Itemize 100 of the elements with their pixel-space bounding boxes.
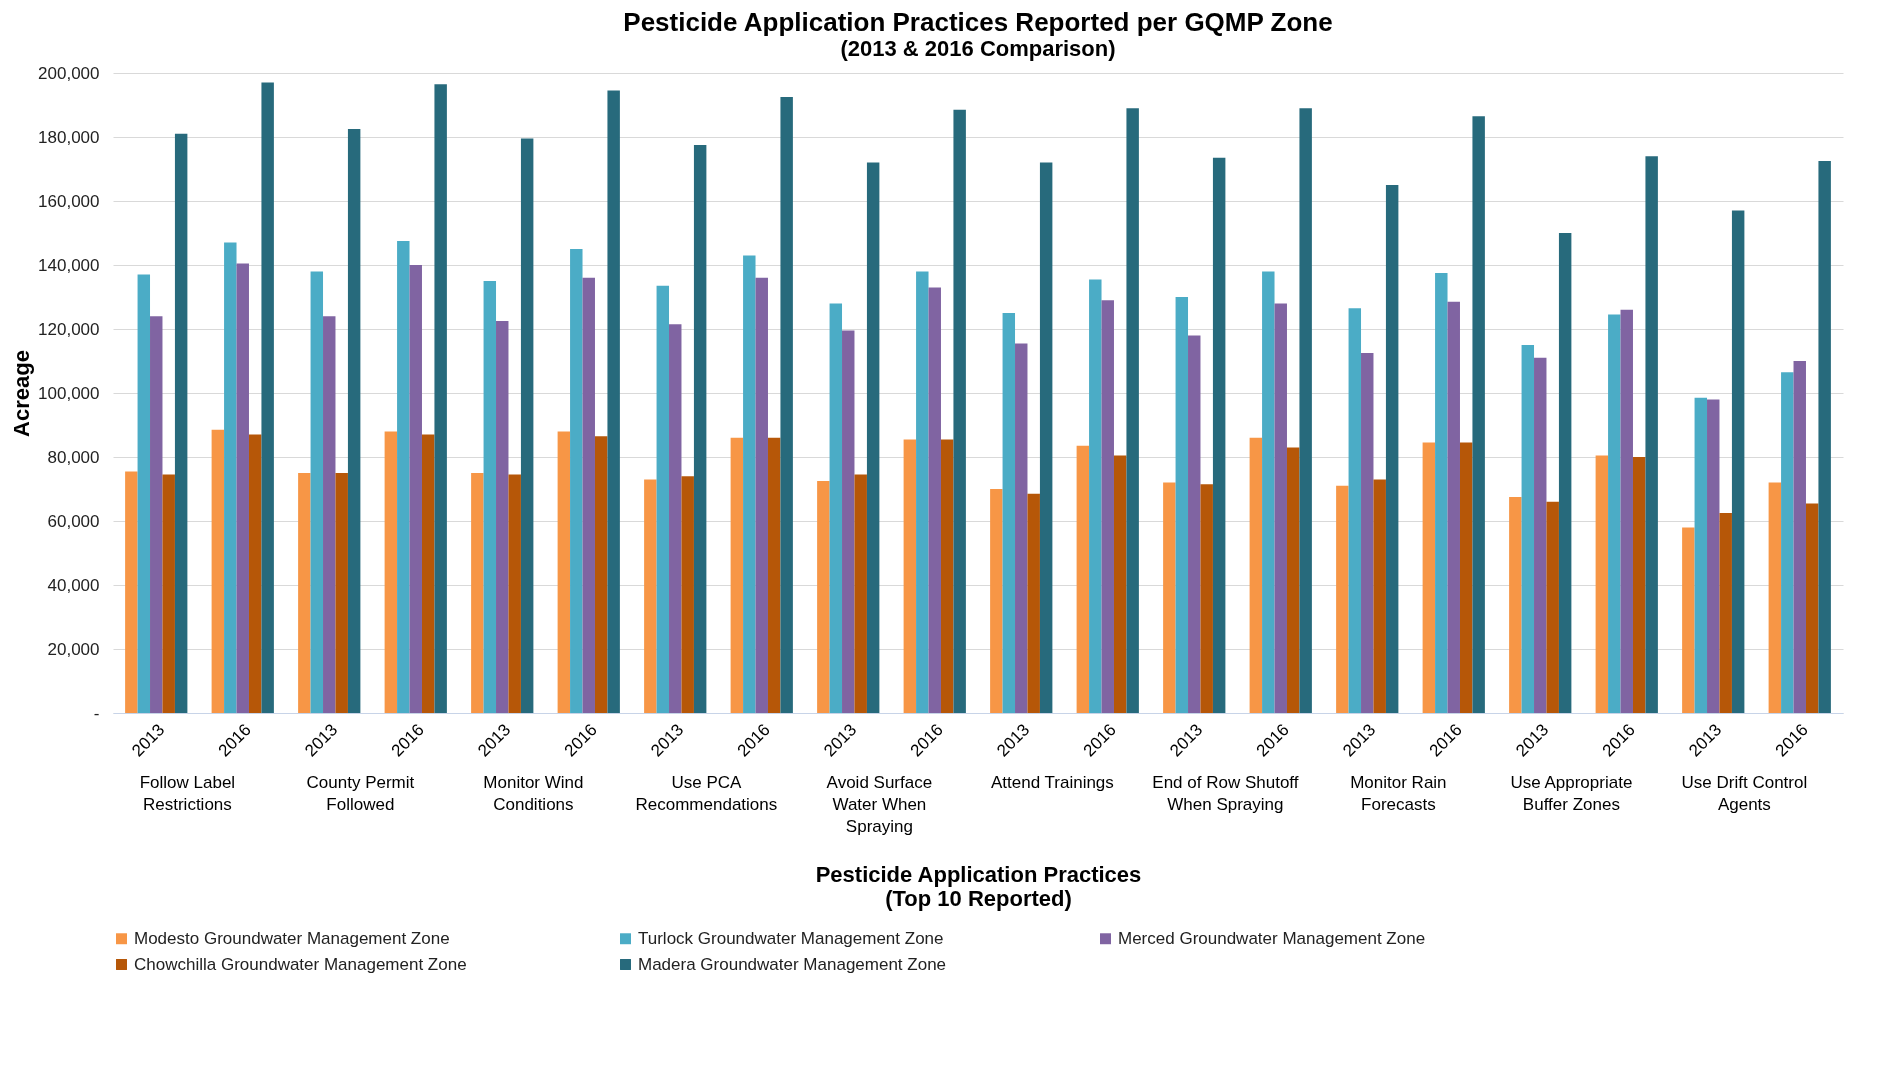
bar (1447, 301, 1460, 713)
bar (1534, 357, 1547, 713)
bar (1793, 361, 1806, 713)
bar (483, 281, 497, 713)
bar (1249, 437, 1263, 713)
bar (1188, 335, 1201, 713)
bar (409, 265, 422, 713)
y-tick-label: 120,000 (38, 319, 100, 339)
bar (928, 287, 941, 713)
bar (150, 316, 163, 713)
bar (656, 285, 670, 713)
bar (1422, 442, 1436, 713)
bar (594, 436, 608, 713)
bar (1608, 314, 1621, 713)
bar (1472, 116, 1485, 713)
bar (384, 431, 398, 713)
bar (1731, 210, 1745, 713)
y-axis-title: Acreage (9, 350, 35, 437)
bar (162, 474, 175, 713)
bar (1274, 303, 1287, 713)
bar (1768, 482, 1782, 713)
bar (1361, 353, 1374, 713)
bar (335, 473, 348, 713)
bar (1373, 479, 1386, 713)
bar (248, 434, 262, 713)
bar (1645, 156, 1658, 713)
bar (1509, 497, 1522, 713)
bar (1336, 485, 1349, 713)
y-tick-label: 100,000 (38, 383, 100, 403)
bar (743, 255, 756, 713)
bar (1089, 279, 1102, 713)
bar (1719, 513, 1732, 713)
bar (1027, 493, 1040, 713)
bar (236, 263, 249, 713)
bar (1546, 501, 1559, 713)
legend-label: Modesto Groundwater Management Zone (134, 928, 450, 948)
text: Monitor Rain Forecasts (1350, 773, 1447, 814)
y-tick-label: 160,000 (38, 191, 100, 211)
bar (1558, 233, 1572, 713)
bar (496, 321, 509, 713)
bar (1299, 108, 1312, 713)
bar (1521, 345, 1535, 713)
bar (1039, 162, 1053, 713)
chart-subtitle: (2013 & 2016 Comparison) (840, 36, 1116, 61)
bar (570, 249, 583, 713)
legend-label: Turlock Groundwater Management Zone (638, 928, 944, 948)
bar (903, 439, 917, 713)
y-tick-label: - (93, 703, 100, 723)
bar (767, 437, 781, 713)
bar (310, 271, 324, 713)
bar (1101, 300, 1114, 713)
bar (1126, 108, 1139, 713)
bar (817, 481, 830, 713)
bar (261, 82, 274, 713)
bar (1682, 527, 1695, 713)
y-tick-label: 180,000 (38, 127, 100, 147)
bar (1459, 442, 1473, 713)
bar (298, 473, 311, 713)
y-tick-label: 60,000 (47, 511, 100, 531)
bar (520, 138, 534, 713)
bar (1113, 455, 1127, 713)
bar (434, 84, 447, 713)
bar (1632, 457, 1646, 713)
y-tick-label: 40,000 (47, 575, 100, 595)
bar (829, 303, 843, 713)
bar (1002, 313, 1016, 713)
bar (471, 473, 484, 713)
bar (397, 241, 410, 713)
y-tick-label: 20,000 (47, 639, 100, 659)
text: Avoid Surface Water When Spraying (826, 773, 933, 836)
bar (1286, 447, 1300, 713)
bar (323, 316, 336, 713)
bar (582, 277, 595, 713)
bar (693, 145, 707, 713)
bar (1385, 185, 1399, 713)
bar (730, 437, 744, 713)
bar (1694, 397, 1708, 713)
bar (953, 109, 966, 713)
bar (508, 474, 521, 713)
bar (669, 324, 682, 713)
text: County Permit Followed (306, 773, 415, 814)
bar (1262, 271, 1275, 713)
bar (780, 97, 793, 713)
text: Use PCA Recommendations (635, 773, 778, 814)
bar (1015, 343, 1028, 713)
bar (1435, 273, 1448, 713)
bar (347, 129, 361, 713)
bar (916, 271, 929, 713)
bar (211, 429, 225, 713)
legend-label: Chowchilla Groundwater Management Zone (134, 954, 467, 974)
x-axis-title: Pesticide Application Practices (Top 10 Reported) (815, 861, 1142, 911)
bar (644, 479, 657, 713)
y-tick-label: 140,000 (38, 255, 100, 275)
bar (990, 489, 1003, 713)
bar (854, 474, 867, 713)
bar (681, 476, 694, 713)
bar (1707, 399, 1720, 713)
bar (557, 431, 571, 713)
bar (842, 330, 855, 713)
text: Follow Label Restrictions (139, 773, 236, 814)
